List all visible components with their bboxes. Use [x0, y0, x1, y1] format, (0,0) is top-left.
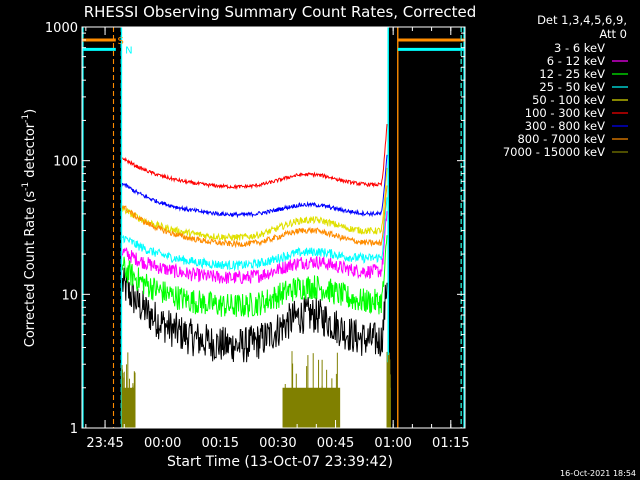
legend-entry-label: 12 - 25 keV: [539, 67, 605, 81]
legend-header-detectors: Det 1,3,4,5,6,9,: [537, 13, 627, 27]
gap-region-left: [82, 27, 122, 428]
y-label-sup1: -1: [21, 182, 31, 191]
y-tick-label: 1000: [45, 21, 78, 36]
series-line: [121, 167, 388, 242]
x-tick-label: 01:00: [374, 436, 411, 451]
y-label-part2: detector: [23, 122, 38, 182]
legend-entry-label: 50 - 100 keV: [532, 93, 605, 107]
gap-region-right: [388, 27, 465, 428]
legend-entry-label: 3 - 6 keV: [554, 41, 605, 55]
series-line: [121, 185, 388, 249]
legend-entry-label: 6 - 12 keV: [547, 54, 605, 68]
legend-entry-label: 300 - 800 keV: [525, 119, 605, 133]
x-tick-label: 01:15: [432, 436, 469, 451]
plot-area: SN: [81, 26, 466, 429]
series-line: [121, 235, 388, 318]
series-line: [121, 197, 388, 272]
y-label-part3: ): [23, 109, 38, 114]
y-tick-label: 10: [61, 288, 78, 303]
legend-entry-label: 100 - 300 keV: [525, 106, 605, 120]
flag-label: N: [125, 45, 132, 56]
y-tick-label: 1: [70, 422, 78, 437]
y-tick-label: 100: [53, 155, 78, 170]
flag-label: S: [118, 36, 124, 47]
legend-header-attenuator: Att 0: [599, 27, 627, 41]
legend-entry-label: 25 - 50 keV: [539, 80, 605, 94]
legend-entry-label: 7000 - 15000 keV: [503, 145, 605, 159]
plot-frame-outline: [81, 26, 466, 429]
x-axis-label: Start Time (13-Oct-07 23:39:42): [167, 454, 393, 470]
series-line: [122, 124, 388, 190]
series-lines: [121, 124, 391, 428]
series-line: [121, 154, 388, 219]
y-label-part1: Corrected Count Rate (s: [23, 191, 38, 348]
legend-entry-label: 800 - 7000 keV: [517, 132, 605, 146]
high-energy-block: [121, 387, 136, 428]
x-axis-ticks: 23:45 00:00 00:15 00:30 00:45 01:00 01:15: [85, 27, 470, 451]
x-tick-label: 00:15: [202, 436, 239, 451]
render-timestamp: 16-Oct-2021 18:54: [560, 469, 636, 478]
x-tick-label: 00:00: [144, 436, 181, 451]
x-tick-label: 23:45: [86, 436, 123, 451]
y-axis-label: Corrected Count Rate (s-1 detector-1): [21, 109, 38, 347]
y-label-sup2: -1: [21, 114, 31, 123]
x-tick-label: 00:45: [317, 436, 354, 451]
y-axis-ticks: 1 10 100 1000: [45, 21, 465, 437]
x-tick-label: 00:30: [259, 436, 296, 451]
chart-title: RHESSI Observing Summary Count Rates, Co…: [84, 3, 477, 21]
series-line: [121, 267, 388, 363]
series-line: [121, 211, 388, 285]
